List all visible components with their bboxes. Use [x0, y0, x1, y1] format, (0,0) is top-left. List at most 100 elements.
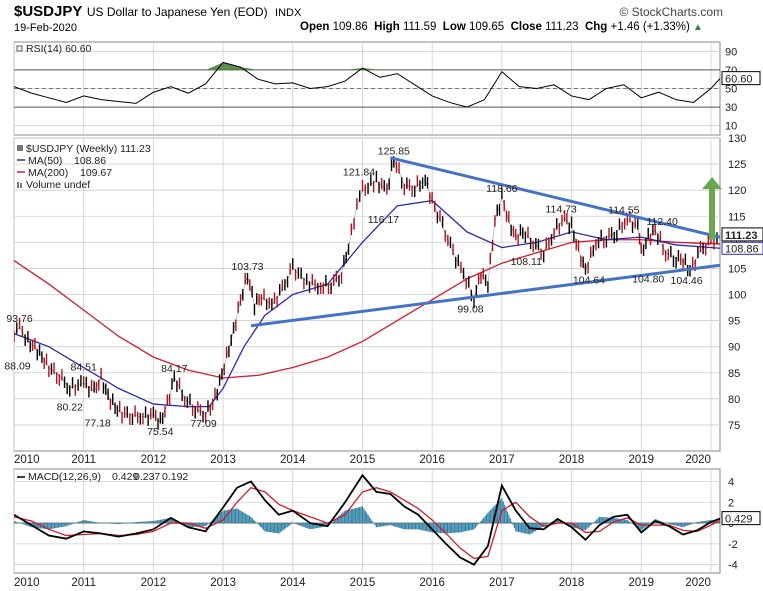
- x-tick-label: 2011: [71, 577, 96, 589]
- price-annotation: 104.80: [632, 273, 664, 285]
- macd-legend-label: MACD(12,26,9): [28, 471, 101, 483]
- x-tick-label: 2017: [489, 577, 515, 589]
- price-tick-label: 90: [728, 342, 740, 354]
- price-annotation: 108.11: [511, 256, 542, 268]
- x-tick-label: 2013: [210, 577, 236, 589]
- price-tick-label: 105: [728, 263, 746, 275]
- ma50-last-value: 108.86: [725, 243, 759, 255]
- x-tick-label: 2010: [14, 577, 40, 589]
- chg-label: Chg: [584, 21, 608, 33]
- x-tick-label: 2015: [350, 454, 376, 466]
- macd-tick-label: 4: [728, 476, 734, 488]
- x-tick-label: 2016: [419, 454, 445, 466]
- ma200-legend-name: MA(200): [28, 167, 68, 179]
- x-tick-label: 2020: [685, 577, 711, 589]
- price-legend: $USDJPY (Weekly) 111.23 MA(50) 108.86 MA…: [17, 143, 151, 191]
- price-annotation: 80.22: [57, 402, 83, 414]
- trendline-upper: [389, 156, 720, 239]
- macd-hist-value: 0.192: [162, 471, 188, 483]
- macd-legend-value: 0.429: [112, 471, 138, 483]
- ohlc-readout: Open 109.86 High 111.59 Low 109.65 Close…: [300, 21, 703, 33]
- up-arrow-icon: ▲: [693, 22, 703, 33]
- x-tick-label: 2016: [419, 577, 445, 589]
- chart-header: $USDJPY US Dollar to Japanese Yen (EOD) …: [0, 0, 763, 40]
- macd-tick-label: -2: [728, 539, 738, 551]
- price-annotation: 77.09: [190, 418, 216, 430]
- chart-date: 19-Feb-2020: [14, 22, 77, 34]
- green-arrow-head-icon: [702, 177, 722, 190]
- price-annotation: 121.84: [343, 167, 375, 179]
- close-label: Close: [510, 21, 542, 33]
- macd-last-value: 0.429: [725, 514, 753, 526]
- x-tick-label: 2019: [628, 454, 654, 466]
- price-tick-label: 120: [728, 185, 746, 197]
- high-value: 111.59: [402, 21, 437, 33]
- x-tick-label: 2018: [559, 454, 585, 466]
- low-label: Low: [442, 21, 466, 33]
- symbol-title: $USDJPY: [14, 3, 83, 20]
- rsi-tick-label: 10: [725, 121, 737, 133]
- chg-value: +1.46 (+1.33%): [610, 21, 690, 33]
- price-tick-label: 100: [728, 290, 746, 302]
- exchange-label: INDX: [275, 7, 302, 19]
- ma50-line: [14, 199, 720, 408]
- price-annotation: 104.46: [670, 275, 702, 287]
- rsi-tick-label: 50: [725, 84, 737, 96]
- rsi-legend-label: RSI(14) 60.60: [26, 43, 92, 55]
- price-annotation: 84.17: [161, 363, 187, 375]
- low-value: 109.65: [469, 21, 505, 33]
- price-tick-label: 115: [728, 211, 746, 223]
- open-label: Open: [300, 21, 330, 33]
- price-tick-label: 85: [728, 368, 740, 380]
- price-line: [14, 158, 720, 423]
- price-annotation: 114.73: [545, 204, 576, 216]
- price-tick-label: 80: [728, 394, 740, 406]
- ma200-line: [14, 239, 720, 379]
- volume-legend-label: Volume undef: [26, 179, 90, 191]
- price-annotation: 116.17: [368, 214, 399, 226]
- price-annotation: 104.64: [573, 274, 605, 286]
- ma50-legend-value: 108.86: [74, 155, 106, 167]
- price-annotation: 118.66: [486, 183, 517, 195]
- rsi-tick-label: 30: [725, 102, 737, 114]
- macd-last-value-box: [721, 511, 761, 526]
- macd-signal-line: [14, 486, 720, 560]
- watermark: © StockCharts.com: [619, 5, 723, 19]
- x-tick-label: 2017: [489, 454, 515, 466]
- ma200-legend-value: 109.67: [80, 167, 112, 179]
- price-annotation: 84.51: [71, 361, 97, 373]
- price-annotation: 77.18: [84, 418, 110, 430]
- rsi-line: [14, 61, 720, 108]
- macd-signal-value: 0.237: [134, 471, 160, 483]
- price-annotation: 99.08: [457, 303, 483, 315]
- rsi-legend: RSI(14) 60.60: [16, 43, 92, 55]
- price-annotation: 75.54: [147, 426, 173, 438]
- ma50-last-value-box: [721, 241, 763, 255]
- price-annotation: 103.73: [231, 261, 263, 273]
- ma50-legend-name: MA(50): [28, 155, 62, 167]
- x-tick-label: 2012: [141, 577, 167, 589]
- x-tick-label: 2011: [71, 454, 96, 466]
- price-annotation: 114.55: [608, 205, 639, 217]
- price-legend-label: $USDJPY (Weekly) 111.23: [26, 143, 151, 155]
- macd-line: [14, 473, 720, 566]
- price-last-value: 111.23: [725, 230, 757, 242]
- symbol-description: US Dollar to Japanese Yen (EOD): [86, 5, 268, 19]
- price-annotation: 88.09: [4, 361, 30, 373]
- high-label: High: [374, 21, 400, 33]
- price-tick-label: 95: [728, 316, 740, 328]
- trendline-lower: [250, 263, 720, 328]
- price-tick-label: 125: [728, 159, 746, 171]
- x-tick-label: 2020: [685, 454, 711, 466]
- x-tick-label: 2014: [280, 454, 306, 466]
- price-annotation: 93.76: [6, 313, 32, 325]
- x-tick-label: 2013: [210, 454, 236, 466]
- x-tick-label: 2019: [628, 577, 654, 589]
- rsi-last-value: 60.60: [725, 74, 753, 86]
- x-tick-label: 2012: [141, 454, 167, 466]
- price-annotation: 125.85: [378, 146, 410, 158]
- x-tick-label: 2015: [350, 577, 376, 589]
- price-tick-label: 75: [728, 420, 740, 432]
- macd-tick-label: -4: [728, 560, 738, 572]
